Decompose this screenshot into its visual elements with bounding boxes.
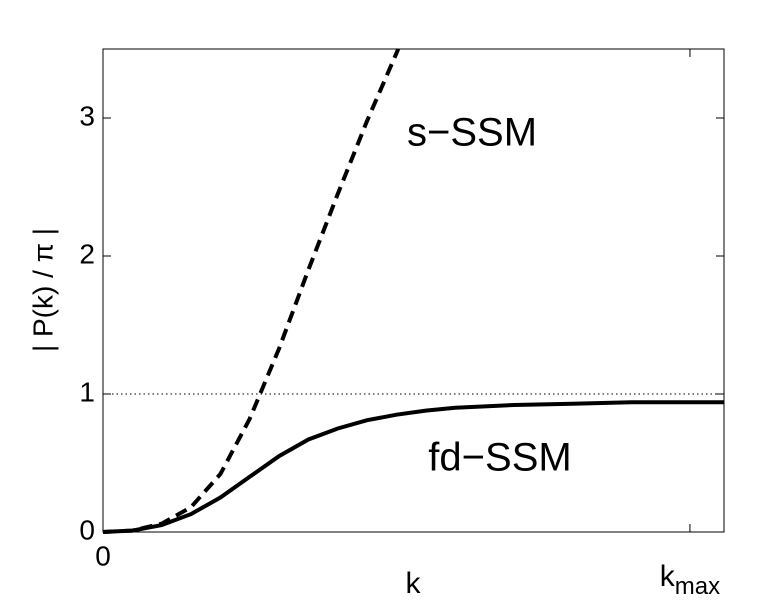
- y-tick-label: 0: [79, 514, 95, 545]
- x-axis-label: k: [406, 567, 422, 600]
- y-tick-label: 3: [79, 100, 95, 131]
- x-tick-label-main: k: [660, 560, 676, 593]
- y-axis-label: | P(k) / π |: [27, 228, 58, 352]
- y-tick-label: 2: [79, 238, 95, 269]
- series-label: fd−SSM: [428, 436, 571, 480]
- y-tick-label: 1: [79, 376, 95, 407]
- x-tick-label: kmax: [660, 560, 720, 600]
- x-tick-label: 0: [95, 540, 111, 571]
- series-line: [102, 48, 401, 534]
- series-label: s−SSM: [407, 111, 537, 155]
- plot-frame: [102, 48, 725, 533]
- x-tick-label-subscript: max: [675, 573, 720, 600]
- series-line: [102, 400, 724, 534]
